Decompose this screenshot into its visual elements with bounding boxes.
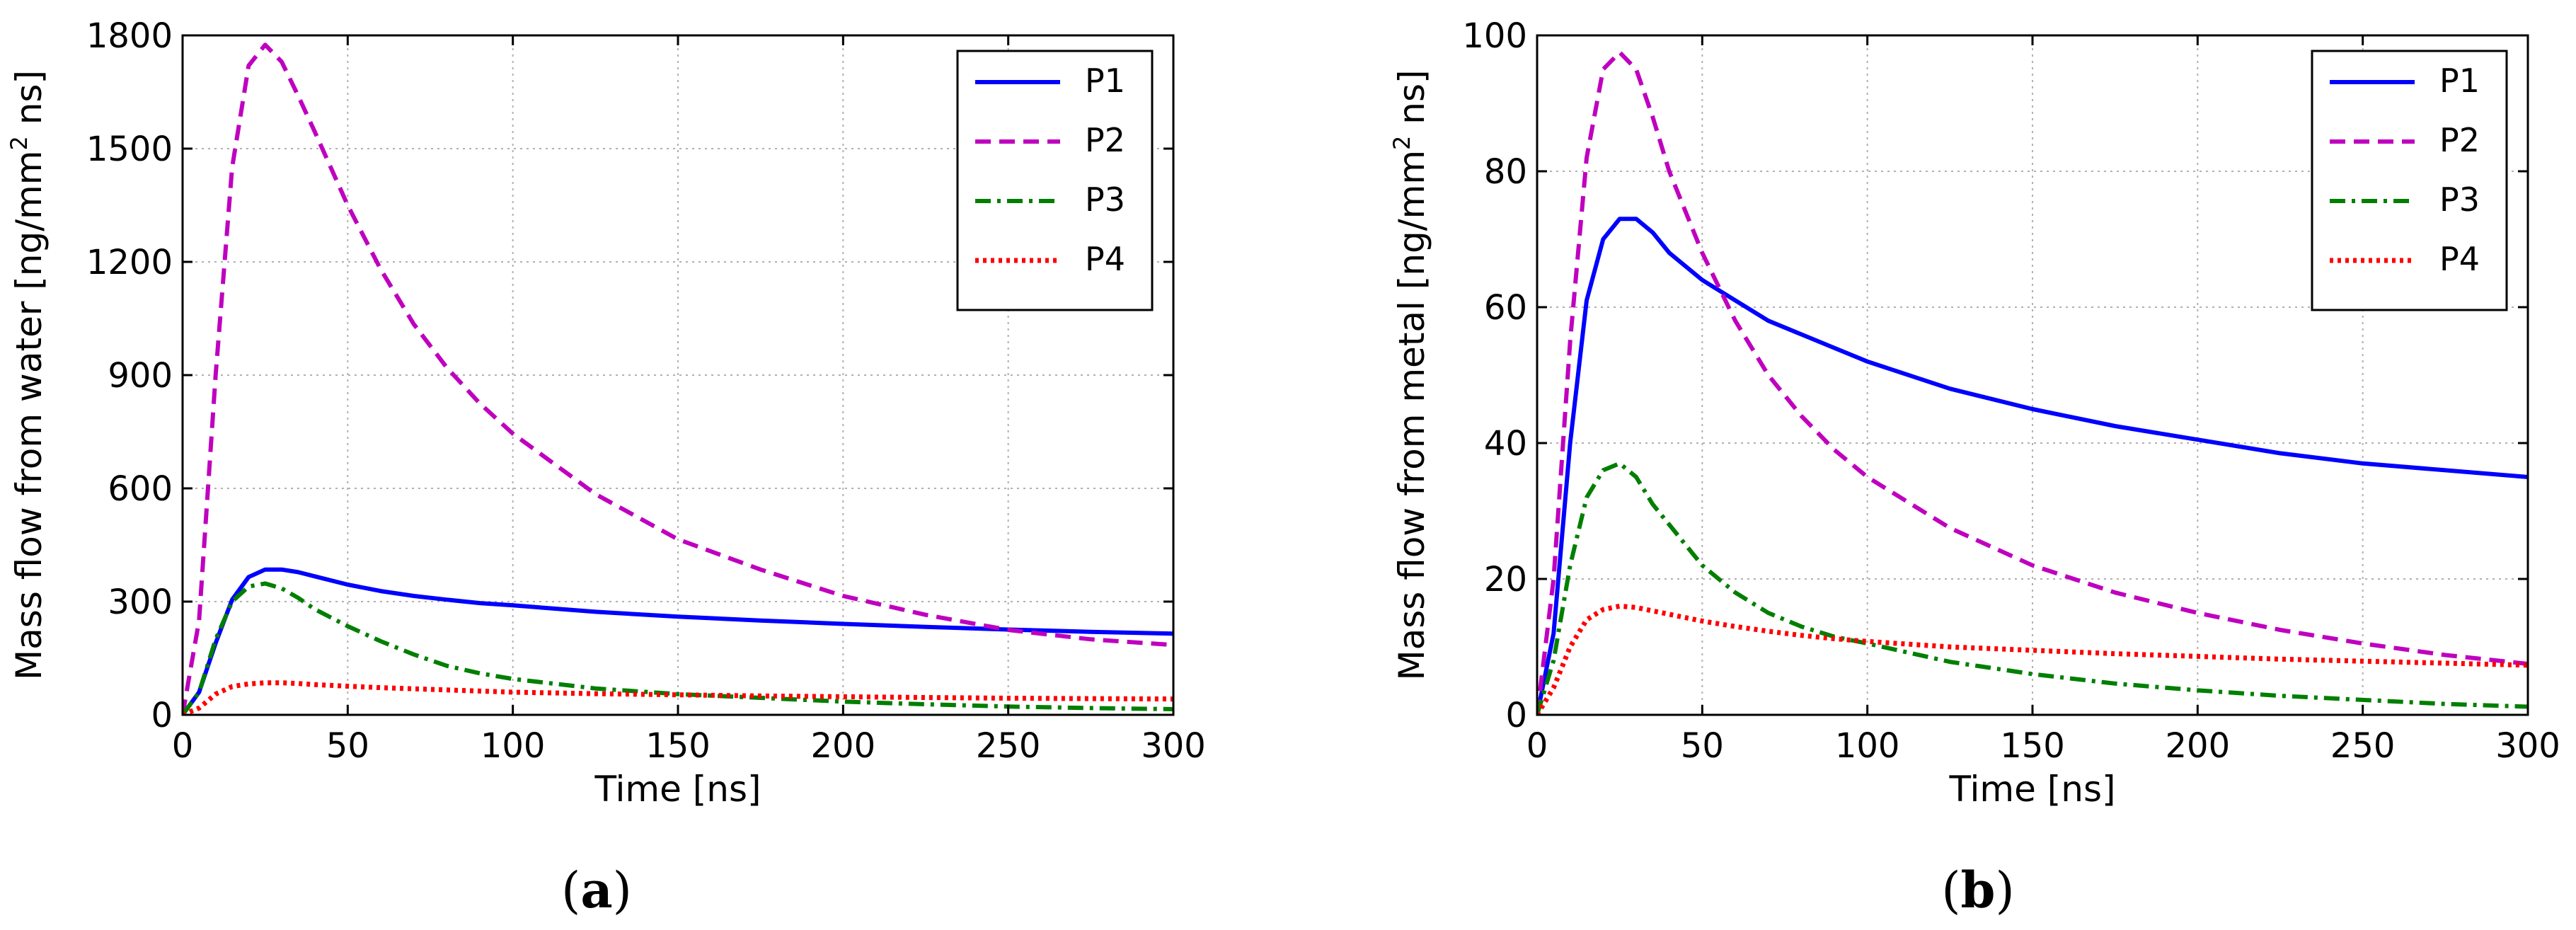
x-tick-label: 100 — [481, 726, 546, 766]
series-line-p2 — [183, 42, 1173, 715]
y-tick-label: 0 — [151, 696, 173, 735]
x-tick-label: 150 — [645, 726, 711, 766]
x-tick-label: 0 — [1526, 726, 1548, 766]
y-axis-label: Mass flow from metal [ng/mm2 ns] — [1388, 69, 1432, 680]
x-tick-label: 100 — [1835, 726, 1900, 766]
y-tick-label: 100 — [1462, 16, 1527, 56]
series-group — [1537, 50, 2528, 715]
legend-label-p1: P1 — [2439, 62, 2480, 100]
legend-label-p2: P2 — [2439, 121, 2480, 159]
series-line-p3 — [1537, 461, 2528, 715]
legend-box — [956, 50, 1154, 311]
x-tick-label: 300 — [1141, 726, 1206, 766]
x-axis-label: Time [ns] — [594, 769, 761, 810]
y-axis-label: Mass flow from water [ng/mm2 ns] — [6, 70, 50, 680]
legend-label-p2: P2 — [1085, 121, 1125, 159]
series-line-p1 — [1537, 217, 2528, 715]
series-line-p1 — [183, 567, 1173, 715]
series-line-p3 — [183, 581, 1173, 715]
legend: P1 P2 P3 P4 — [956, 50, 1154, 311]
y-tick-label: 20 — [1484, 560, 1527, 599]
x-tick-label: 250 — [2330, 726, 2396, 766]
y-tick-label: 80 — [1484, 152, 1527, 192]
x-tick-label: 300 — [2495, 726, 2560, 766]
legend-label-p4: P4 — [1085, 240, 1125, 278]
grid — [1537, 35, 2528, 715]
y-tick-label: 1500 — [86, 130, 173, 169]
caption-b: (b) — [1941, 861, 2015, 919]
y-tick-label: 900 — [108, 356, 173, 396]
legend-label-p3: P3 — [2439, 180, 2480, 219]
legend-label-p4: P4 — [2439, 240, 2480, 278]
x-tick-label: 200 — [2166, 726, 2231, 766]
grid — [183, 35, 1173, 715]
legend-label-p3: P3 — [1085, 180, 1125, 219]
y-tick-label: 40 — [1484, 424, 1527, 464]
y-tick-label: 1800 — [86, 16, 173, 56]
legend-label-p1: P1 — [1085, 62, 1125, 100]
panel-a: 0 50 100 150 200 250 300 0 300 600 900 1200 1500 1800… — [6, 16, 1206, 810]
legend: P1 P2 P3 P4 — [2311, 50, 2508, 311]
legend-box — [2311, 50, 2508, 311]
x-tick-label: 150 — [2000, 726, 2065, 766]
y-tick-label: 600 — [108, 469, 173, 509]
caption-a: (a) — [561, 861, 632, 919]
x-axis-label: Time [ns] — [1948, 769, 2115, 810]
x-tick-label: 0 — [172, 726, 194, 766]
x-tick-label: 50 — [1681, 726, 1724, 766]
x-tick-label: 200 — [811, 726, 876, 766]
panel-b: 0 50 100 150 200 250 300 0 20 40 60 80 100 Time [ns] M… — [1388, 16, 2560, 810]
y-tick-label: 60 — [1484, 288, 1527, 328]
y-tick-label: 0 — [1505, 696, 1527, 735]
x-tick-label: 250 — [976, 726, 1041, 766]
y-tick-label: 300 — [108, 582, 173, 622]
x-tick-label: 50 — [326, 726, 369, 766]
y-tick-label: 1200 — [86, 243, 173, 282]
series-group — [183, 42, 1173, 715]
